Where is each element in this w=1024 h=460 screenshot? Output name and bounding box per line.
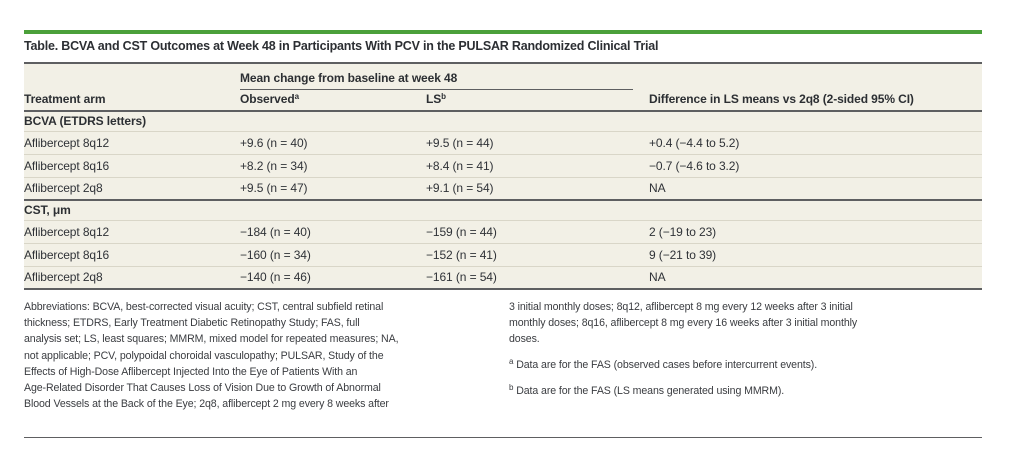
table-row: Aflibercept 8q16 +8.2 (n = 34) +8.4 (n =… — [24, 153, 982, 177]
footnote-marker-b: b — [441, 92, 446, 101]
cell-treatment-arm: Aflibercept 2q8 — [24, 265, 240, 289]
footnote-line: doses. — [509, 333, 540, 346]
column-header-ls-label: LS — [426, 92, 442, 106]
cell-observed: +9.6 (n = 40) — [240, 130, 426, 154]
cell-difference: 2 (−19 to 23) — [649, 219, 982, 243]
footnote-marker-b: b — [509, 382, 514, 392]
table-accent-bar — [24, 30, 982, 34]
spanner-label: Mean change from baseline at week 48 — [240, 71, 633, 90]
section-row-cst: CST, μm — [24, 199, 982, 220]
footnote-line: thickness; ETDRS, Early Treatment Diabet… — [24, 317, 360, 330]
footnote-a-text: Data are for the FAS (observed cases bef… — [513, 358, 818, 371]
table-row: Aflibercept 2q8 −140 (n = 46) −161 (n = … — [24, 265, 982, 289]
outcomes-table: Mean change from baseline at week 48 Tre… — [24, 62, 982, 290]
section-label: BCVA (ETDRS letters) — [24, 114, 147, 129]
table-row: Aflibercept 8q12 −184 (n = 40) −159 (n =… — [24, 219, 982, 243]
footnote-line: Effects of High-Dose Aflibercept Injecte… — [24, 365, 358, 378]
footnote-line: Age-Related Disorder That Causes Loss of… — [24, 382, 381, 395]
cell-difference: −0.7 (−4.6 to 3.2) — [649, 153, 982, 177]
column-header-row: Treatment arm Observeda LSb Difference i… — [24, 90, 982, 112]
bottom-rule — [24, 437, 982, 438]
footnote-a: a Data are for the FAS (observed cases b… — [509, 357, 982, 373]
cell-treatment-arm: Aflibercept 2q8 — [24, 176, 240, 200]
footnote-b-text: Data are for the FAS (LS means generated… — [513, 384, 785, 397]
column-header-observed-label: Observed — [240, 92, 295, 106]
cell-difference: +0.4 (−4.4 to 5.2) — [649, 130, 982, 154]
column-header-ls: LSb — [426, 90, 649, 112]
footnote-line: 3 initial monthly doses; 8q12, afliberce… — [509, 301, 853, 313]
footnote-line: Abbreviations: BCVA, best-corrected visu… — [24, 301, 384, 313]
table-title: Table. BCVA and CST Outcomes at Week 48 … — [24, 39, 659, 53]
cell-treatment-arm: Aflibercept 8q12 — [24, 130, 240, 154]
footnotes-abbreviations: Abbreviations: BCVA, best-corrected visu… — [24, 299, 502, 412]
cell-treatment-arm: Aflibercept 8q16 — [24, 153, 240, 177]
cell-observed: −160 (n = 34) — [240, 242, 426, 266]
cell-observed: −140 (n = 46) — [240, 265, 426, 289]
section-label: CST, μm — [24, 199, 982, 220]
cell-treatment-arm: Aflibercept 8q12 — [24, 219, 240, 243]
cell-ls: +9.5 (n = 44) — [426, 130, 649, 154]
cell-ls: +8.4 (n = 41) — [426, 153, 649, 177]
spanner-row: Mean change from baseline at week 48 — [24, 63, 982, 90]
cell-difference: 9 (−21 to 39) — [649, 242, 982, 266]
footnote-marker-a: a — [294, 92, 299, 101]
cell-observed: −184 (n = 40) — [240, 219, 426, 243]
footnotes-right-column: 3 initial monthly doses; 8q12, afliberce… — [509, 299, 982, 399]
footnote-line: Blood Vessels at the Back of the Eye; 2q… — [24, 398, 389, 411]
footnote-line: monthly doses; 8q16, aflibercept 8 mg ev… — [509, 317, 858, 330]
spanner-spacer — [24, 63, 240, 90]
cell-difference: NA — [649, 265, 982, 289]
spanner-spacer — [649, 63, 982, 90]
footnote-line: not applicable; PCV, polypoidal choroida… — [24, 349, 384, 362]
cell-ls: −152 (n = 41) — [426, 242, 649, 266]
column-header-treatment-arm: Treatment arm — [24, 90, 240, 112]
cell-observed: +8.2 (n = 34) — [240, 153, 426, 177]
table-row: Aflibercept 2q8 +9.5 (n = 47) +9.1 (n = … — [24, 176, 982, 200]
section-row-bcva: BCVA (ETDRS letters) — [24, 111, 982, 131]
cell-treatment-arm: Aflibercept 8q16 — [24, 242, 240, 266]
column-header-difference: Difference in LS means vs 2q8 (2-sided 9… — [649, 90, 982, 112]
cell-observed: +9.5 (n = 47) — [240, 176, 426, 200]
spanner-cell: Mean change from baseline at week 48 — [240, 63, 649, 90]
table-row: Aflibercept 8q16 −160 (n = 34) −152 (n =… — [24, 242, 982, 266]
table-row: Aflibercept 8q12 +9.6 (n = 40) +9.5 (n =… — [24, 130, 982, 154]
cell-ls: +9.1 (n = 54) — [426, 176, 649, 200]
footnote-line: analysis set; LS, least squares; MMRM, m… — [24, 333, 399, 346]
footnote-marker-a: a — [509, 356, 514, 366]
footnote-b: b Data are for the FAS (LS means generat… — [509, 383, 982, 399]
cell-ls: −159 (n = 44) — [426, 219, 649, 243]
column-header-observed: Observeda — [240, 90, 426, 112]
cell-ls: −161 (n = 54) — [426, 265, 649, 289]
cell-difference: NA — [649, 176, 982, 200]
